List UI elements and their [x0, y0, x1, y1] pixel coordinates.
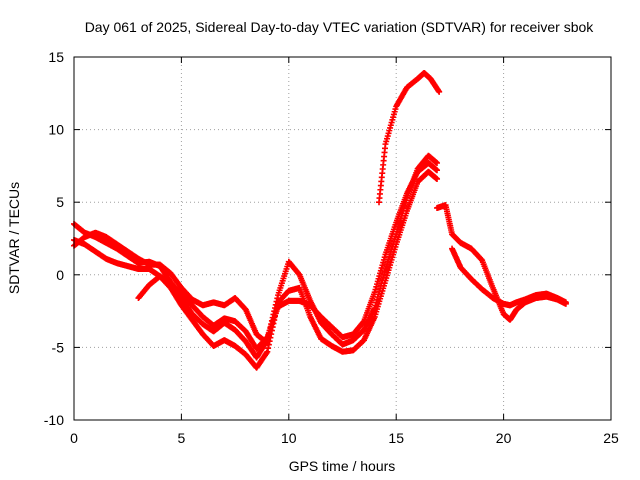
series-track-c	[71, 229, 271, 347]
grid	[74, 57, 611, 420]
series-track-d	[135, 159, 441, 352]
x-tick-label: 15	[388, 430, 404, 446]
data-marks	[71, 69, 569, 371]
data-point	[434, 159, 441, 166]
data-point	[434, 175, 441, 182]
y-tick-label: 0	[56, 267, 64, 283]
y-axis-label: SDTVAR / TECUs	[6, 182, 22, 294]
x-axis-label: GPS time / hours	[289, 458, 396, 474]
y-tick-label: 5	[56, 194, 64, 210]
series-track-g	[449, 245, 569, 309]
x-axis: 0 5 10 15 20 25	[70, 57, 619, 446]
y-axis: -10 -5 0 5 10 15	[44, 49, 611, 428]
y-tick-label: -10	[44, 412, 64, 428]
series-track-e	[376, 69, 443, 206]
x-tick-label: 20	[496, 430, 512, 446]
x-tick-label: 10	[281, 430, 297, 446]
data-point	[436, 88, 443, 95]
y-tick-label: 15	[48, 49, 64, 65]
data-point	[562, 299, 569, 306]
plot-frame	[73, 56, 612, 421]
data-point	[434, 167, 441, 174]
x-tick-label: 0	[70, 430, 78, 446]
y-tick-label: -5	[52, 339, 65, 355]
chart-title: Day 061 of 2025, Sidereal Day-to-day VTE…	[85, 19, 595, 35]
y-tick-label: 10	[48, 122, 64, 138]
x-tick-label: 25	[603, 430, 619, 446]
x-tick-label: 5	[178, 430, 186, 446]
